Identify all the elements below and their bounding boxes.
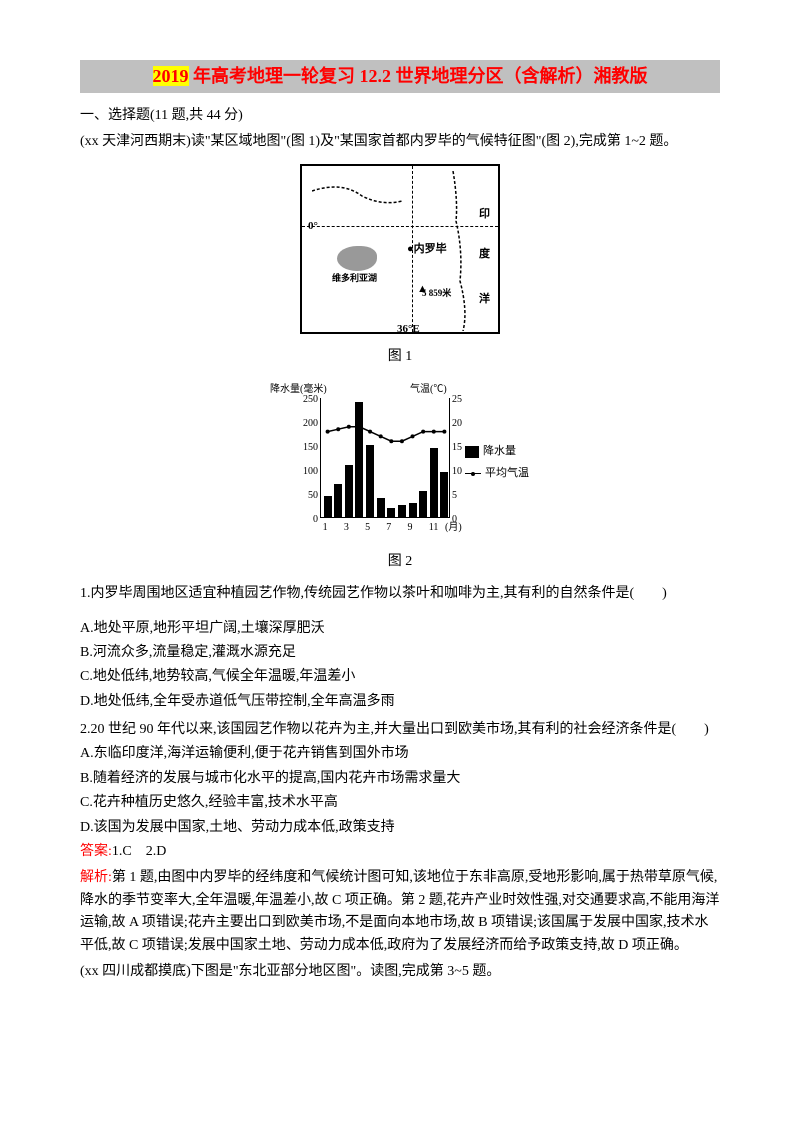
legend-temp: 平均气温: [465, 465, 529, 483]
q2-option-b: B.随着经济的发展与城市化水平的提高,国内花卉市场需求量大: [80, 768, 720, 790]
legend-temp-line: [465, 473, 481, 474]
meridian-label: 36°E: [397, 321, 420, 339]
answer-label: 答案:: [80, 844, 112, 859]
x-tick: 11: [429, 520, 439, 536]
legend-precip-text: 降水量: [483, 443, 516, 461]
intro-paragraph: (xx 天津河西期末)读"某区域地图"(图 1)及"某国家首都内罗毕的气候特征图…: [80, 131, 720, 153]
answer-text: 1.C 2.D: [112, 844, 166, 859]
right-tick: 5: [452, 488, 472, 504]
x-tick: 1: [323, 520, 328, 536]
legend-temp-text: 平均气温: [485, 465, 529, 483]
figure-2-container: 降水量(毫米) 气温(℃) 250200150100500 2520151050…: [80, 378, 720, 573]
climate-chart: 降水量(毫米) 气温(℃) 250200150100500 2520151050…: [270, 378, 530, 538]
lake-shape: [337, 246, 377, 271]
left-tick: 150: [298, 440, 318, 456]
chart-legend: 降水量 平均气温: [465, 443, 529, 486]
right-axis-label: 气温(℃): [410, 382, 447, 398]
x-tick: 9: [408, 520, 413, 536]
analysis-text: 第 1 题,由图中内罗毕的经纬度和气候统计图可知,该地位于东非高原,受地形影响,…: [80, 870, 719, 952]
q2-option-a: A.东临印度洋,海洋运输便利,便于花卉销售到国外市场: [80, 743, 720, 765]
q2-option-d: D.该国为发展中国家,土地、劳动力成本低,政策支持: [80, 817, 720, 839]
answer-line: 答案:1.C 2.D: [80, 841, 720, 863]
x-tick: 5: [365, 520, 370, 536]
peak-marker: ▲: [417, 281, 428, 299]
section-heading: 一、选择题(11 题,共 44 分): [80, 105, 720, 127]
x-unit: (月): [445, 520, 462, 536]
left-tick: 250: [298, 392, 318, 408]
figure-2-label: 图 2: [80, 551, 720, 573]
nairobi-label: ●内罗毕: [407, 241, 447, 259]
q1-option-c: C.地处低纬,地势较高,气候全年温暖,年温差小: [80, 666, 720, 688]
figure-1-label: 图 1: [80, 346, 720, 368]
lake-label: 维多利亚湖: [332, 271, 377, 285]
map-figure: 0° 维多利亚湖 ●内罗毕 36°E 5 859米 ▲ 印 度 洋: [300, 164, 500, 334]
analysis-label: 解析:: [80, 870, 112, 885]
legend-precip: 降水量: [465, 443, 529, 461]
left-tick: 0: [298, 512, 318, 528]
question-2: 2.20 世纪 90 年代以来,该国园艺作物以花卉为主,并大量出口到欧美市场,其…: [80, 719, 720, 741]
border-nw: [312, 171, 402, 226]
page-title: 2019 年高考地理一轮复习 12.2 世界地理分区（含解析）湘教版: [80, 60, 720, 93]
title-year: 2019: [153, 66, 189, 86]
title-rest: 年高考地理一轮复习 12.2 世界地理分区（含解析）湘教版: [189, 66, 648, 86]
analysis-line: 解析:第 1 题,由图中内罗毕的经纬度和气候统计图可知,该地位于东非高原,受地形…: [80, 867, 720, 957]
left-tick: 100: [298, 464, 318, 480]
q2-option-c: C.花卉种植历史悠久,经验丰富,技术水平高: [80, 792, 720, 814]
q1-option-a: A.地处平原,地形平坦广阔,土壤深厚肥沃: [80, 618, 720, 640]
right-tick: 20: [452, 416, 472, 432]
q1-option-b: B.河流众多,流量稳定,灌溉水源充足: [80, 642, 720, 664]
q1-option-d: D.地处低纬,全年受赤道低气压带控制,全年高温多雨: [80, 691, 720, 713]
question-1: 1.内罗毕周围地区适宜种植园艺作物,传统园艺作物以茶叶和咖啡为主,其有利的自然条…: [80, 583, 720, 605]
left-tick: 200: [298, 416, 318, 432]
x-tick: 7: [386, 520, 391, 536]
figure-1-container: 0° 维多利亚湖 ●内罗毕 36°E 5 859米 ▲ 印 度 洋 图 1: [80, 164, 720, 369]
next-intro: (xx 四川成都摸底)下图是"东北亚部分地区图"。读图,完成第 3~5 题。: [80, 961, 720, 983]
temp-line: [321, 398, 451, 518]
chart-area: [320, 398, 450, 518]
coastline: [448, 171, 488, 331]
x-tick: 3: [344, 520, 349, 536]
right-tick: 25: [452, 392, 472, 408]
legend-precip-box: [465, 446, 479, 458]
left-tick: 50: [298, 488, 318, 504]
